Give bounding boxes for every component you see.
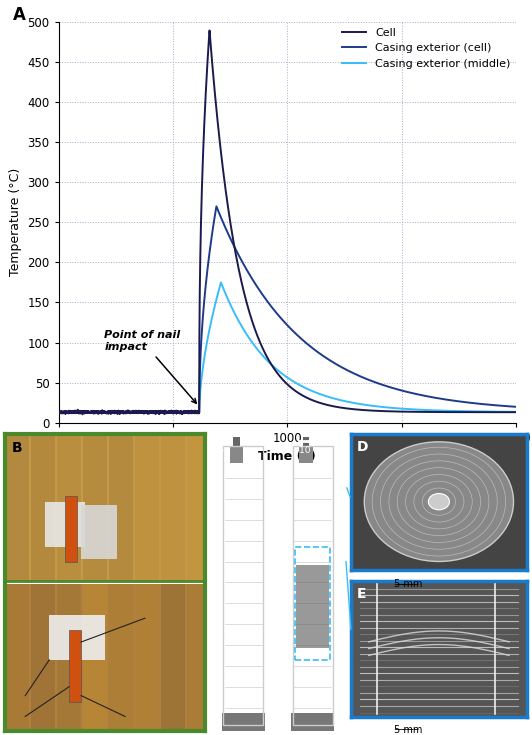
Text: 10 mm: 10 mm bbox=[299, 445, 331, 454]
Text: C: C bbox=[213, 441, 224, 455]
Text: Point of nail
impact: Point of nail impact bbox=[104, 331, 196, 404]
Bar bbox=[83, 434, 107, 581]
Bar bbox=[223, 445, 263, 725]
Casing exterior (cell) bbox=[138, 407, 145, 416]
Text: D: D bbox=[356, 440, 368, 454]
Bar bbox=[31, 434, 55, 581]
Cell bbox=[397, 407, 403, 416]
Bar bbox=[5, 584, 29, 731]
Cell bbox=[55, 407, 62, 416]
Bar bbox=[187, 584, 211, 731]
Casing exterior (cell) bbox=[353, 370, 360, 379]
Bar bbox=[292, 714, 334, 731]
Text: B: B bbox=[11, 441, 22, 455]
Text: _____: _____ bbox=[394, 720, 418, 731]
Bar bbox=[303, 437, 309, 445]
Casing exterior (middle) bbox=[431, 406, 438, 415]
Bar bbox=[161, 434, 185, 581]
Bar bbox=[230, 445, 243, 463]
Bar bbox=[299, 445, 313, 463]
Bar bbox=[31, 584, 55, 731]
Bar bbox=[187, 434, 211, 581]
Bar bbox=[295, 547, 330, 660]
Casing exterior (cell) bbox=[431, 393, 438, 402]
Y-axis label: Temperature (°C): Temperature (°C) bbox=[9, 168, 22, 276]
Bar bbox=[109, 584, 133, 731]
Bar bbox=[65, 496, 77, 562]
Casing exterior (middle) bbox=[138, 407, 145, 416]
Casing exterior (middle) bbox=[397, 404, 403, 413]
Bar bbox=[135, 584, 159, 731]
Text: 5 mm: 5 mm bbox=[394, 725, 422, 735]
Cell bbox=[79, 410, 86, 419]
Casing exterior (middle) bbox=[79, 409, 86, 417]
Cell bbox=[230, 237, 237, 246]
Bar bbox=[293, 445, 332, 725]
Bar bbox=[49, 615, 105, 660]
Cell bbox=[138, 406, 145, 415]
Casing exterior (cell) bbox=[213, 202, 220, 211]
Text: _____: _____ bbox=[394, 575, 418, 585]
Bar bbox=[109, 434, 133, 581]
Line: Casing exterior (middle): Casing exterior (middle) bbox=[59, 282, 516, 413]
Cell bbox=[353, 405, 360, 414]
Ellipse shape bbox=[364, 442, 513, 562]
Bar bbox=[5, 434, 29, 581]
Casing exterior (cell) bbox=[513, 402, 519, 411]
Line: Casing exterior (cell): Casing exterior (cell) bbox=[59, 207, 516, 413]
Cell bbox=[330, 402, 336, 411]
Text: 5 mm: 5 mm bbox=[394, 579, 422, 589]
Casing exterior (middle) bbox=[513, 407, 519, 416]
X-axis label: Time (s): Time (s) bbox=[259, 451, 316, 463]
Text: A: A bbox=[13, 6, 26, 24]
Ellipse shape bbox=[428, 493, 450, 510]
Casing exterior (middle) bbox=[218, 278, 224, 287]
Bar bbox=[57, 434, 81, 581]
Casing exterior (cell) bbox=[79, 409, 86, 417]
Bar bbox=[296, 564, 329, 648]
Casing exterior (cell) bbox=[330, 358, 336, 367]
Casing exterior (cell) bbox=[230, 240, 237, 249]
Casing exterior (middle) bbox=[230, 306, 237, 315]
Bar bbox=[81, 505, 117, 559]
Bar bbox=[161, 584, 185, 731]
Bar bbox=[5, 584, 205, 731]
Cell bbox=[513, 408, 519, 417]
Cell bbox=[431, 408, 438, 417]
Casing exterior (middle) bbox=[353, 399, 360, 408]
Legend: Cell, Casing exterior (cell), Casing exterior (middle): Cell, Casing exterior (cell), Casing ext… bbox=[342, 28, 511, 69]
Bar bbox=[5, 434, 205, 581]
Casing exterior (middle) bbox=[330, 394, 336, 403]
Bar bbox=[69, 630, 81, 701]
Bar bbox=[45, 502, 85, 547]
Casing exterior (cell) bbox=[55, 408, 62, 417]
Bar bbox=[83, 584, 107, 731]
Line: Cell: Cell bbox=[59, 30, 516, 415]
Casing exterior (cell) bbox=[397, 386, 403, 395]
Bar bbox=[135, 434, 159, 581]
Text: E: E bbox=[356, 587, 366, 601]
Bar bbox=[222, 714, 265, 731]
Cell bbox=[206, 26, 213, 35]
Bar bbox=[57, 584, 81, 731]
Casing exterior (middle) bbox=[55, 408, 62, 417]
Bar bbox=[234, 437, 240, 445]
